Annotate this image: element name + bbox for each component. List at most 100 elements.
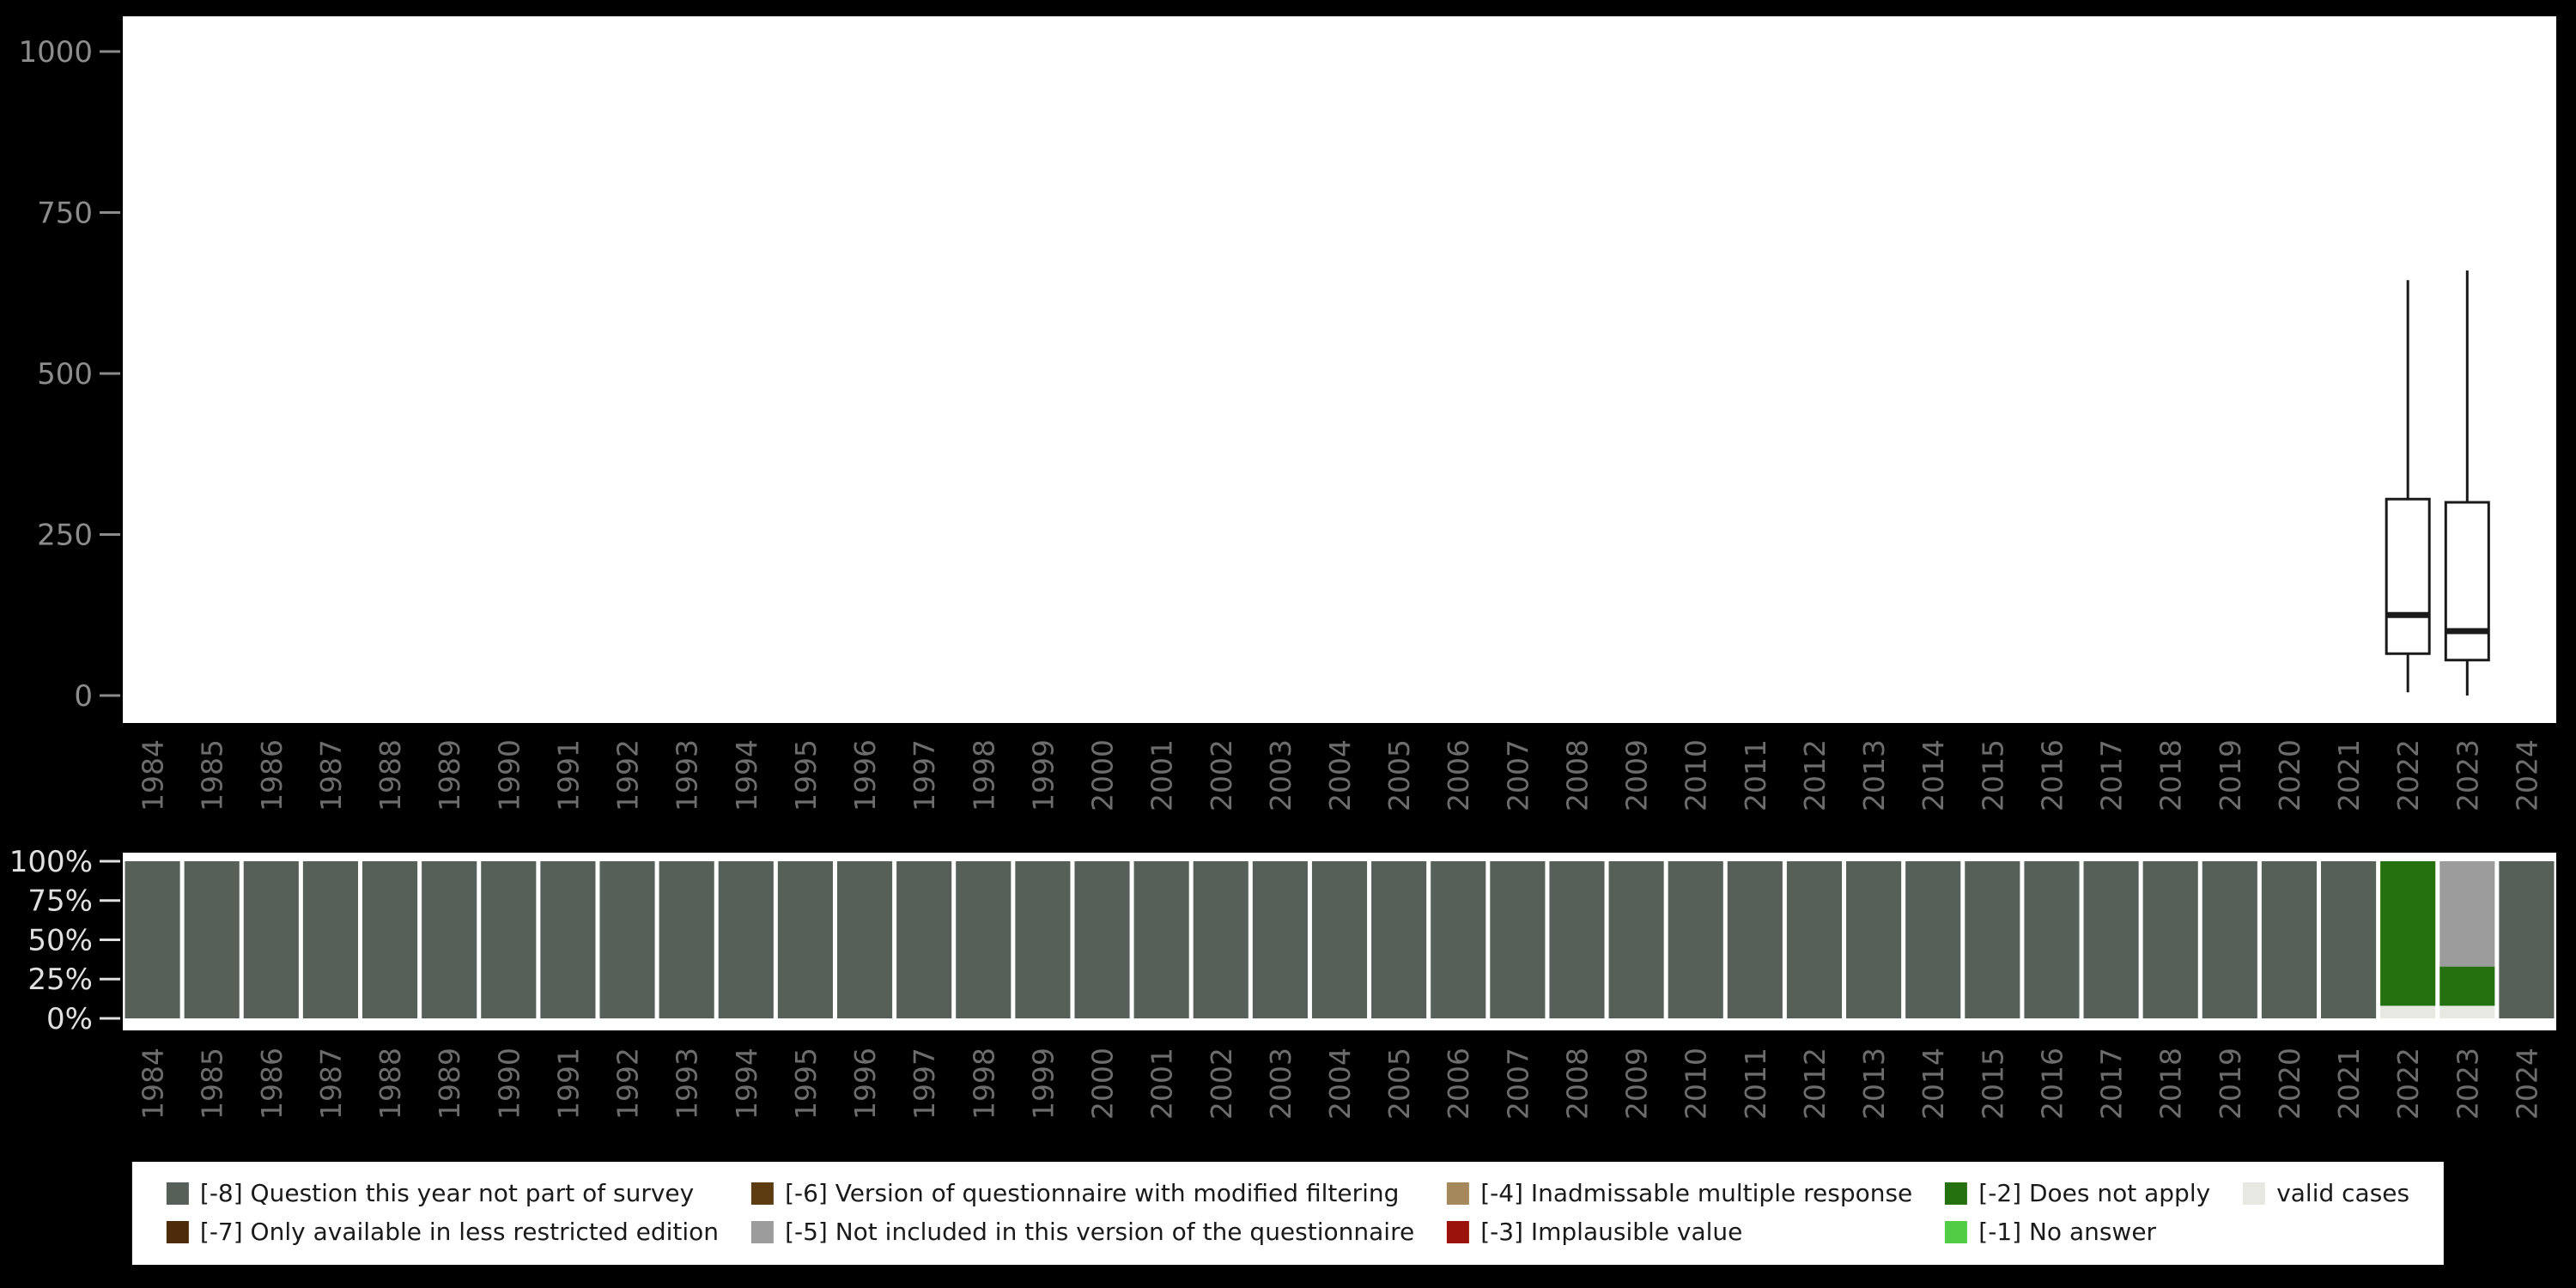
- bar-segment-2017: [2083, 861, 2139, 1018]
- bar-segment-2019: [2202, 861, 2257, 1018]
- year-axis-label: 1997: [908, 739, 941, 811]
- year-axis-label: 2004: [1323, 1048, 1357, 1120]
- year-axis-label: 2009: [1620, 739, 1654, 811]
- boxplot-box: [2385, 497, 2431, 655]
- year-axis-label: 2007: [1501, 1048, 1534, 1120]
- year-axis-label: 2021: [2332, 1048, 2366, 1120]
- bar-segment-2008: [1549, 861, 1605, 1018]
- legend-item-m2: [-2] Does not apply: [1945, 1180, 2210, 1207]
- bar-segment-2021: [2321, 861, 2377, 1018]
- year-axis-label: 1992: [611, 739, 645, 811]
- year-axis-label: 2016: [2035, 739, 2069, 811]
- year-axis-label: 2019: [2214, 739, 2247, 811]
- year-axis-label: 2016: [2035, 1048, 2069, 1120]
- bar-segment-2009: [1608, 861, 1664, 1018]
- percent-axis-tick-label: 75%: [27, 884, 93, 919]
- bar-segment-2024: [2499, 861, 2555, 1018]
- boxplot-2023: [2444, 270, 2490, 696]
- bar-segment-2004: [1311, 861, 1368, 1018]
- year-axis-label: 1996: [848, 1048, 882, 1120]
- bar-segment-2012: [1786, 861, 1843, 1018]
- bar-segment-2003: [1252, 861, 1308, 1018]
- year-axis-label: 1989: [433, 739, 466, 811]
- legend-swatch-m4: [1447, 1182, 1470, 1206]
- legend-item-m1: [-1] No answer: [1945, 1217, 2210, 1246]
- bar-segment-2022: [2380, 1005, 2436, 1018]
- year-axis-label: 1996: [848, 739, 882, 811]
- bar-segment-2006: [1431, 861, 1486, 1018]
- year-axis-label: 1992: [611, 1048, 645, 1120]
- year-axis-label: 1993: [671, 739, 704, 811]
- charts-canvas: 0 250 500 750 1000 1984 1985 1986 1987 1988 1989 19…: [9, 16, 2556, 1120]
- bar-segment-2001: [1133, 861, 1189, 1018]
- bar-segment-1993: [659, 861, 714, 1018]
- bar-segment-2018: [2142, 861, 2198, 1018]
- year-axis-label: 2015: [1976, 739, 2009, 811]
- year-axis-label: 2020: [2273, 739, 2306, 811]
- year-axis-label: 2011: [1739, 739, 1772, 811]
- bar-segment-1987: [302, 861, 358, 1018]
- legend-label-valid: valid cases: [2276, 1179, 2410, 1207]
- year-axis-label: 1998: [967, 739, 1000, 811]
- year-axis-label: 2000: [1086, 1048, 1120, 1120]
- bar-segment-2013: [1846, 861, 1902, 1018]
- legend-label-m3: [-3] Implausible value: [1480, 1217, 1743, 1246]
- boxplot-box: [2444, 501, 2490, 662]
- year-axis-label: 1984: [137, 1048, 170, 1120]
- year-axis-label: 2023: [2451, 739, 2484, 811]
- year-axis-label: 2004: [1323, 739, 1357, 811]
- bar-segment-2011: [1727, 861, 1783, 1018]
- year-axis-label: 2023: [2451, 1048, 2484, 1120]
- year-axis-label: 2006: [1442, 739, 1475, 811]
- year-axis-label: 2005: [1382, 739, 1416, 811]
- percent-axis-tick-label: 25%: [27, 963, 93, 997]
- year-axis-label: 2013: [1857, 1048, 1891, 1120]
- legend-swatch-m3: [1447, 1221, 1470, 1244]
- year-axis-label: 2020: [2273, 1048, 2306, 1120]
- y-axis-tick-label: 1000: [18, 35, 93, 70]
- year-axis-label: 2022: [2391, 1048, 2425, 1120]
- bar-segment-2023: [2439, 1005, 2495, 1018]
- legend-item-m5: [-5] Not included in this version of the…: [751, 1218, 1414, 1246]
- year-axis-label: 2009: [1620, 1048, 1654, 1120]
- y-axis-tick-label: 500: [37, 357, 93, 392]
- legend-item-m3: [-3] Implausible value: [1447, 1217, 1912, 1246]
- year-axis-label: 2018: [2154, 739, 2188, 811]
- legend-label-m6: [-6] Version of questionnaire with modif…: [785, 1179, 1400, 1207]
- legend-item-m7: [-7] Only available in less restricted e…: [166, 1218, 719, 1246]
- year-axis-label: 1984: [137, 739, 170, 811]
- bar-segment-1988: [361, 861, 418, 1018]
- percent-axis-tick-label: 0%: [46, 1002, 93, 1036]
- year-axis-label: 2005: [1382, 1048, 1416, 1120]
- boxplot-2022: [2385, 280, 2431, 693]
- bar-segment-1991: [540, 861, 596, 1018]
- legend-grid: [-8] Question this year not part of surv…: [166, 1179, 2410, 1246]
- legend-swatch-m1: [1945, 1221, 1968, 1244]
- year-axis-label: 2017: [2095, 1048, 2129, 1120]
- bar-segment-2005: [1371, 861, 1427, 1018]
- year-axis-label: 2012: [1798, 739, 1832, 811]
- year-axis-label: 2002: [1205, 739, 1238, 811]
- bar-segment-1989: [422, 861, 477, 1018]
- year-axis-label: 1987: [314, 1048, 348, 1120]
- bar-segment-1997: [896, 861, 952, 1018]
- bar-segment-1998: [956, 861, 1012, 1018]
- year-axis-label: 2015: [1976, 1048, 2009, 1120]
- year-axis-label: 2022: [2391, 739, 2425, 811]
- bar-segment-2007: [1490, 861, 1546, 1018]
- legend-item-m8: [-8] Question this year not part of surv…: [166, 1180, 719, 1207]
- bar-segment-2016: [2024, 861, 2080, 1018]
- year-axis-label: 1999: [1026, 1048, 1060, 1120]
- year-axis-label: 1998: [967, 1048, 1000, 1120]
- bar-segment-1985: [184, 861, 240, 1018]
- year-axis-label: 1990: [492, 739, 526, 811]
- year-axis-label: 1988: [374, 1048, 407, 1120]
- bar-segment-1990: [481, 861, 537, 1018]
- year-axis-label: 2000: [1086, 739, 1120, 811]
- year-axis-label: 1987: [314, 739, 348, 811]
- legend: [-8] Question this year not part of surv…: [131, 1162, 2445, 1265]
- legend-label-m1: [-1] No answer: [1978, 1217, 2157, 1246]
- year-axis-label: 1994: [730, 1048, 763, 1120]
- year-axis-label: 1985: [196, 1048, 229, 1120]
